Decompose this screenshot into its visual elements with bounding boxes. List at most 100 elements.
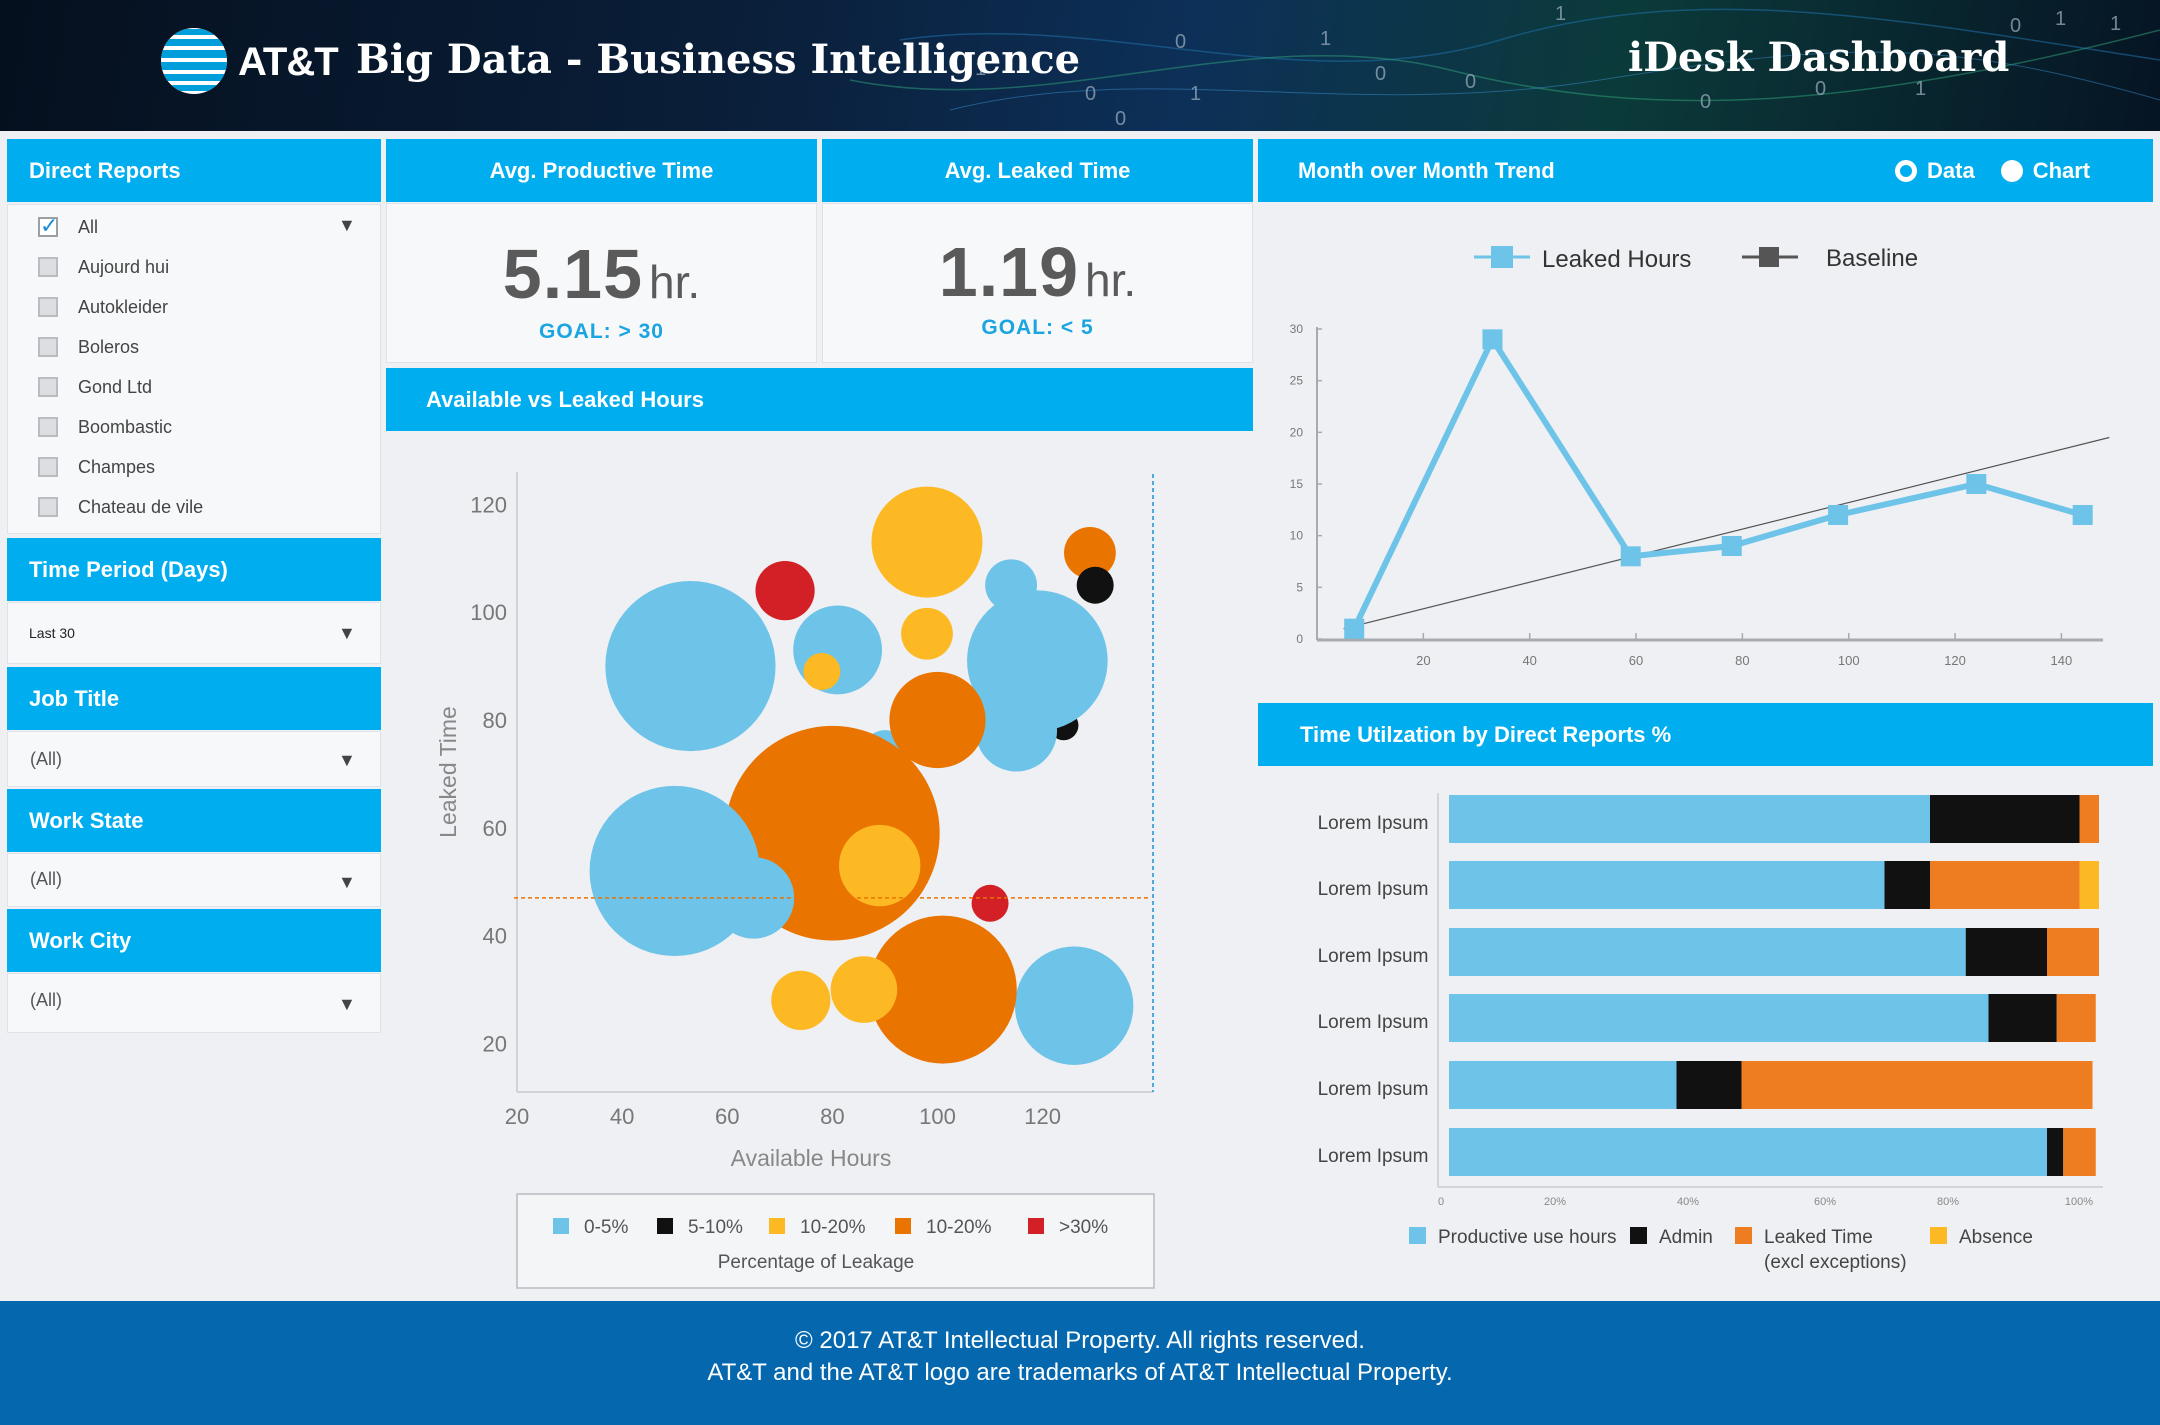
direct-report-item[interactable]: Chateau de vile [38, 492, 203, 522]
bubble-point [589, 785, 760, 957]
bar-segment [1449, 1128, 2047, 1176]
dashboard-name: iDesk Dashboard [1628, 34, 2010, 81]
job-title-select[interactable]: (All) ▼ [7, 731, 381, 787]
direct-report-label: Aujourd hui [78, 256, 170, 277]
work-state-value: (All) [30, 869, 62, 889]
direct-report-label: Chateau de vile [78, 496, 204, 517]
time-period-value: Last 30 [29, 625, 75, 641]
direct-report-label: Gond Ltd [78, 376, 153, 397]
x-tick-label: 20 [505, 1104, 529, 1129]
utilization-chart: Lorem Ipsum Lorem Ipsum Lorem Ipsum Lorem I… [1318, 793, 2103, 1273]
checkbox[interactable] [38, 417, 58, 437]
y-tick-label: 25 [1290, 374, 1304, 388]
chevron-down-icon: ▼ [338, 994, 356, 1014]
kpi-leaked-title: Avg. Leaked Time [944, 157, 1131, 183]
bubble-point [771, 970, 831, 1030]
checkbox[interactable] [38, 457, 58, 477]
bubble-point [830, 956, 898, 1023]
bar-category-label: Lorem Ipsum [1318, 1146, 1429, 1167]
legend-swatch [1930, 1227, 1947, 1244]
bubble-point [803, 652, 841, 690]
bubble-point [605, 580, 776, 752]
y-tick-label: 40 [483, 924, 507, 949]
trend-chart-header: Month over Month Trend Data Chart [1258, 139, 2153, 202]
baseline-series-line [1343, 436, 2110, 630]
kpi-leaked-header: Avg. Leaked Time [822, 139, 1253, 202]
footer-copyright: © 2017 AT&T Intellectual Property. All r… [795, 1327, 1365, 1354]
checkbox[interactable] [38, 297, 58, 317]
x-tick-label: 60% [1814, 1196, 1836, 1208]
data-radio[interactable] [1895, 160, 1917, 182]
time-period-select[interactable]: Last 30 ▼ [7, 602, 381, 664]
direct-report-item[interactable]: Aujourd hui [38, 252, 169, 282]
work-city-select[interactable]: (All) ▼ [7, 973, 381, 1033]
job-title-value: (All) [30, 749, 62, 769]
work-state-select[interactable]: (All) ▼ [7, 853, 381, 907]
bar-segment [1449, 1061, 1677, 1109]
direct-report-item[interactable]: Autokleider [38, 292, 168, 322]
legend-box [516, 1193, 1155, 1289]
bar-segment [2056, 994, 2096, 1042]
bar-category-label: Lorem Ipsum [1318, 1079, 1429, 1100]
work-state-header: Work State [7, 789, 381, 852]
svg-text:0: 0 [2010, 15, 2021, 37]
y-tick-label: 80 [483, 708, 507, 733]
direct-report-label: All [78, 216, 99, 237]
checkbox[interactable] [38, 337, 58, 357]
legend-label: >30% [1059, 1217, 1108, 1238]
y-tick-label: 10 [1290, 529, 1304, 543]
bar-segment [1988, 994, 2057, 1042]
svg-text:1: 1 [1320, 28, 1331, 50]
legend-swatch [769, 1218, 785, 1234]
leaked-hours-point [1721, 536, 1742, 556]
bubble-point [975, 690, 1058, 772]
att-globe-logo [161, 28, 227, 94]
x-tick-label: 0 [1438, 1196, 1444, 1208]
x-tick-label: 100 [919, 1104, 956, 1129]
checkbox[interactable] [38, 377, 58, 397]
y-tick-label: 15 [1290, 477, 1304, 491]
bar-segment [1965, 928, 2047, 976]
direct-reports-header: Direct Reports [7, 139, 381, 202]
y-tick-label: 100 [470, 600, 507, 625]
y-tick-label: 60 [483, 816, 507, 841]
bubble-point [838, 824, 921, 907]
bar-segment [2079, 861, 2099, 909]
legend-swatch [1630, 1227, 1647, 1244]
direct-report-item[interactable]: Gond Ltd [38, 372, 152, 402]
direct-report-label: Champes [78, 456, 156, 477]
bar-segment [2047, 1128, 2064, 1176]
svg-text:0: 0 [1700, 91, 1711, 113]
checkbox[interactable] [38, 213, 58, 239]
direct-reports-dropdown-arrow[interactable]: ▼ [338, 215, 356, 235]
bar-segment [1676, 1061, 1742, 1109]
chevron-down-icon: ▼ [338, 750, 356, 770]
checkbox[interactable] [38, 497, 58, 517]
bar-segment [1449, 861, 1885, 909]
checkbox[interactable] [38, 257, 58, 277]
bar-segment [1741, 1061, 2093, 1109]
bar-category-label: Lorem Ipsum [1318, 1012, 1429, 1033]
direct-report-item[interactable]: Boombastic [38, 412, 172, 442]
legend-label: Admin [1659, 1227, 1713, 1248]
bar-segment [1449, 795, 1930, 843]
svg-text:0: 0 [1815, 78, 1826, 100]
direct-report-item[interactable]: All [38, 212, 98, 242]
chart-radio-label[interactable]: Chart [2032, 158, 2091, 183]
legend-label: 0-5% [584, 1217, 628, 1238]
x-tick-label: 20 [1416, 653, 1430, 668]
chart-radio[interactable] [2000, 160, 2023, 182]
direct-report-item[interactable]: Boleros [38, 332, 139, 362]
data-radio-label[interactable]: Data [1927, 158, 1975, 183]
kpi-productive-title: Avg. Productive Time [489, 157, 714, 183]
legend-label: Productive use hours [1438, 1227, 1617, 1248]
x-tick-label: 80 [1735, 653, 1749, 668]
legend-swatch [1409, 1227, 1426, 1244]
time-period-title: Time Period (Days) [29, 556, 228, 582]
job-title-header: Job Title [7, 667, 381, 730]
direct-report-item[interactable]: Champes [38, 452, 155, 482]
y-tick-label: 20 [1290, 425, 1304, 439]
x-tick-label: 120 [1944, 653, 1966, 668]
legend-label: Absence [1959, 1227, 2033, 1248]
